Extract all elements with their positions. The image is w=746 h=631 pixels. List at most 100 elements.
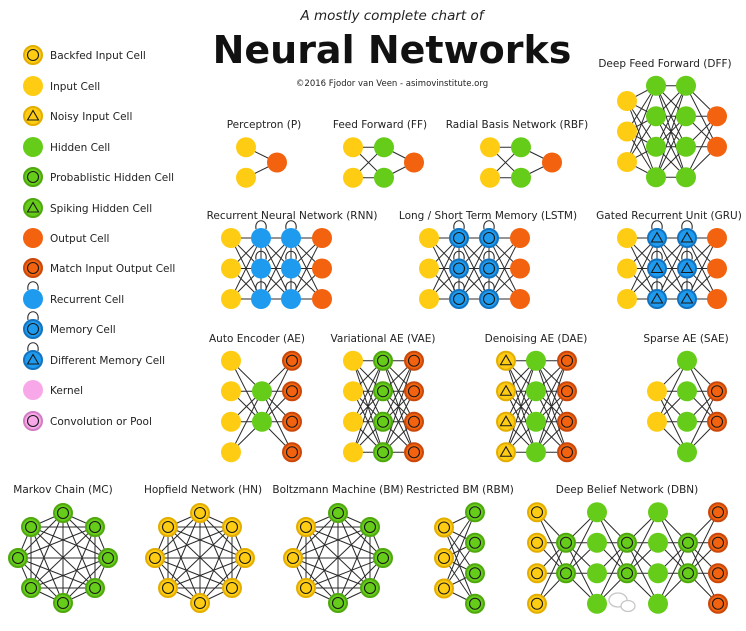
prob-cell (678, 563, 698, 584)
prob-cell (465, 502, 485, 523)
recurrent-loop (285, 250, 297, 260)
input-cell (23, 76, 43, 96)
output-cell (404, 152, 424, 173)
noisy-cell (496, 442, 516, 463)
network-sae: Sparse AE (SAE) (643, 333, 729, 463)
legend-item-diffmem: Different Memory Cell (23, 342, 165, 370)
connection (686, 391, 718, 453)
legend-label: Memory Cell (50, 324, 116, 336)
network-dbn: Deep Belief Network (DBN) (527, 484, 728, 614)
recurrent-loop (651, 250, 663, 260)
connection (305, 557, 384, 589)
connection (167, 526, 233, 589)
prob-cell (556, 532, 576, 553)
prob-cell (373, 442, 393, 463)
recurrent-loop (681, 281, 693, 291)
connection (352, 360, 384, 453)
recurrent-cell (281, 228, 301, 248)
cells (145, 503, 255, 613)
conv-cell (23, 411, 43, 431)
connection (337, 526, 371, 604)
output-cell (510, 258, 530, 279)
wechat-icon-bubble (620, 599, 636, 613)
output-cell (707, 228, 727, 248)
match-cell (404, 381, 424, 402)
match-cell (708, 502, 728, 523)
match-cell (707, 381, 727, 402)
match-cell (282, 381, 302, 402)
output-cell (707, 289, 727, 309)
connection (62, 526, 96, 604)
hidden-cell (374, 137, 394, 158)
network-title: Restricted BM (RBM) (406, 484, 514, 496)
hidden-cell (587, 502, 607, 523)
backfed-cell (434, 578, 454, 599)
connection (230, 391, 263, 453)
cells (527, 502, 728, 614)
match-cell (404, 411, 424, 432)
connection (443, 512, 476, 589)
connection (292, 557, 339, 604)
network-mc: Markov Chain (MC) (8, 484, 118, 613)
hidden-cell (648, 563, 668, 584)
input-cell (617, 228, 637, 248)
backfed-cell (235, 548, 255, 568)
legend-item-match: Match Input Output Cell (23, 258, 175, 278)
recurrent-cell (23, 289, 43, 309)
cells (617, 220, 727, 309)
cells (617, 75, 727, 188)
hidden-cell (646, 106, 666, 127)
legend-label: Output Cell (50, 233, 109, 245)
network-title: Deep Feed Forward (DFF) (598, 58, 731, 70)
hidden-cell (646, 167, 666, 188)
recurrent-loop (255, 250, 267, 260)
network-title: Radial Basis Network (RBF) (446, 119, 589, 131)
connections (626, 85, 718, 178)
hidden-cell (587, 593, 607, 614)
connection (536, 542, 567, 604)
output-cell (707, 258, 727, 279)
network-title: Denoising AE (DAE) (485, 333, 588, 345)
connection (626, 237, 658, 300)
connection (505, 360, 537, 422)
prob-cell (53, 503, 73, 523)
connections (626, 237, 718, 300)
memory-cell (479, 228, 499, 248)
match-cell (557, 442, 577, 463)
recurrent-loop (27, 281, 39, 291)
connection (382, 360, 415, 453)
prob-cell (85, 517, 105, 537)
backfed-cell (527, 502, 547, 523)
prob-cell (465, 532, 485, 553)
prob-cell (360, 517, 380, 537)
match-cell (23, 258, 43, 278)
connection (30, 526, 64, 604)
input-cell (617, 91, 637, 111)
match-cell (707, 411, 727, 432)
recurrent-loop (651, 220, 663, 230)
backfed-cell (527, 593, 547, 614)
backfed-cell (190, 503, 210, 523)
input-cell (221, 228, 241, 248)
legend-item-noisy: Noisy Input Cell (23, 106, 132, 126)
connections (428, 237, 521, 300)
input-cell (343, 137, 363, 158)
chart-title: Neural Networks (213, 28, 572, 72)
hidden-cell (511, 137, 531, 158)
match-cell (404, 442, 424, 463)
input-cell (221, 350, 241, 371)
output-cell (312, 228, 332, 248)
hidden-cell (648, 532, 668, 553)
match-cell (404, 350, 424, 371)
prob-cell (617, 532, 637, 553)
legend-label: Recurrent Cell (50, 294, 124, 306)
hidden-cell (646, 136, 666, 157)
diffmem-cell (677, 289, 697, 309)
connection (626, 85, 657, 163)
cells (480, 137, 562, 188)
network-gru: Gated Recurrent Unit (GRU) (596, 210, 742, 309)
output-cell (707, 106, 727, 127)
backfed-cell (527, 563, 547, 584)
network-rbf: Radial Basis Network (RBF) (446, 119, 589, 188)
hidden-cell (648, 502, 668, 523)
